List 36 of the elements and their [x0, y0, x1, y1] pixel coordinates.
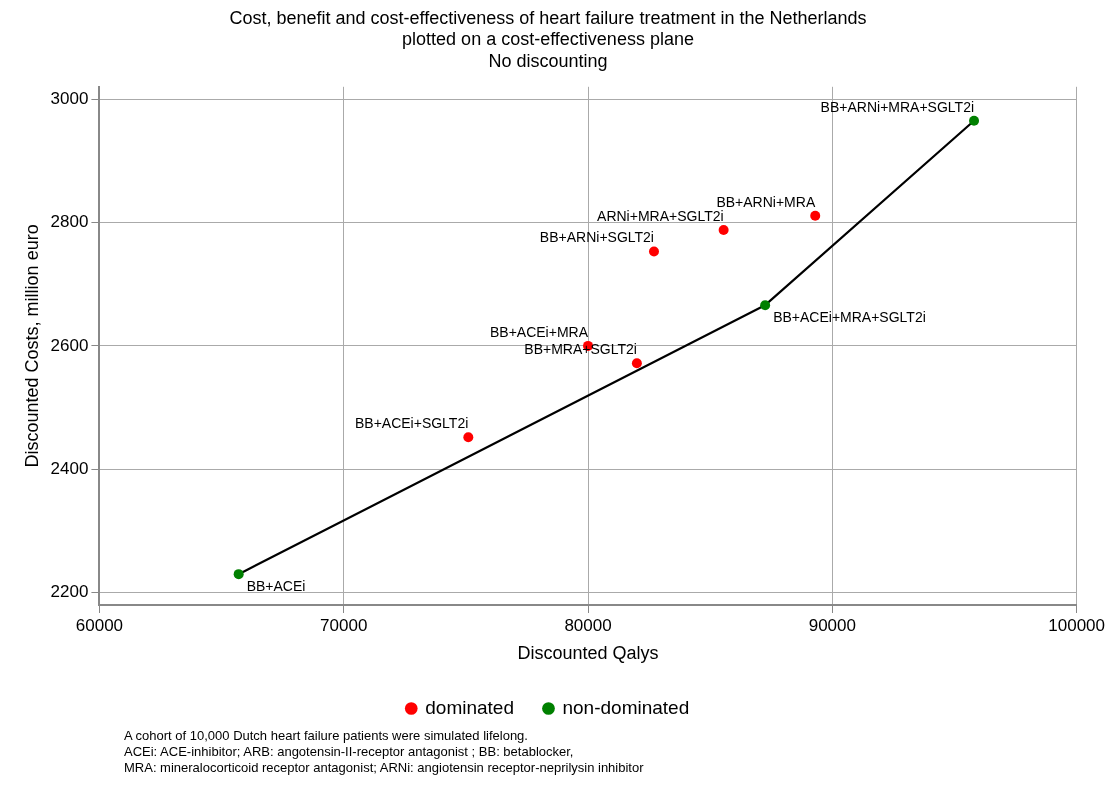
x-tick-label: 100000	[1048, 615, 1105, 635]
legend-label: non-dominated	[562, 696, 690, 718]
x-tick-label: 70000	[320, 615, 368, 635]
annotation: BB+ACEi+SGLT2i	[354, 415, 469, 432]
y-tick-label: 2400	[50, 458, 89, 478]
point	[631, 358, 642, 369]
point	[718, 224, 729, 235]
annotation: BB+ACEi+MRA	[489, 323, 589, 340]
point	[810, 210, 821, 221]
annotation: BB+ARNi+MRA+SGLT2i	[820, 98, 975, 115]
y-tick-label: 2200	[50, 582, 89, 602]
legend-label: dominated	[425, 696, 514, 718]
x-axis-title: Discounted Qalys	[517, 643, 659, 664]
x-tick-label: 80000	[564, 615, 612, 635]
y-tick-label: 3000	[50, 88, 89, 108]
chart-title: Cost, benefit and cost-effectiveness of heart failure treatment in the Netherlands plotted on a cost-effectiveness plane	[229, 7, 867, 50]
point	[233, 569, 244, 580]
x-tick-label: 60000	[75, 615, 124, 635]
text: A cohort of 10,000 Dutch heart failure patients were simulated lifelong.	[124, 728, 529, 744]
annotation: BB+ACEi	[246, 578, 306, 595]
annotation: BB+ARNi+MRA	[716, 193, 816, 210]
text: MRA: mineralocorticoid receptor antagonist; ARNi: angiotensin receptor-neprilysin inhibitor	[124, 760, 645, 776]
point	[969, 115, 980, 126]
y-axis-title: Discounted Costs, million euro	[21, 224, 42, 468]
point	[648, 246, 659, 257]
annotation: ARNi+MRA+SGLT2i	[597, 207, 724, 224]
chart-subtitle: No discounting	[488, 50, 608, 71]
point	[463, 432, 474, 443]
annotation: BB+MRA+SGLT2i	[524, 341, 637, 358]
y-tick-label: 2600	[50, 335, 89, 355]
x-tick-label: 90000	[808, 615, 856, 635]
annotation: BB+ARNi+SGLT2i	[539, 229, 654, 246]
annotation: BB+ACEi+MRA+SGLT2i	[773, 309, 926, 326]
y-tick-label: 2800	[50, 212, 89, 232]
point	[760, 300, 771, 311]
text: ACEi: ACE-inhibitor; ARB: angotensin-II-receptor antagonist ; BB: betablocker,	[124, 744, 575, 760]
